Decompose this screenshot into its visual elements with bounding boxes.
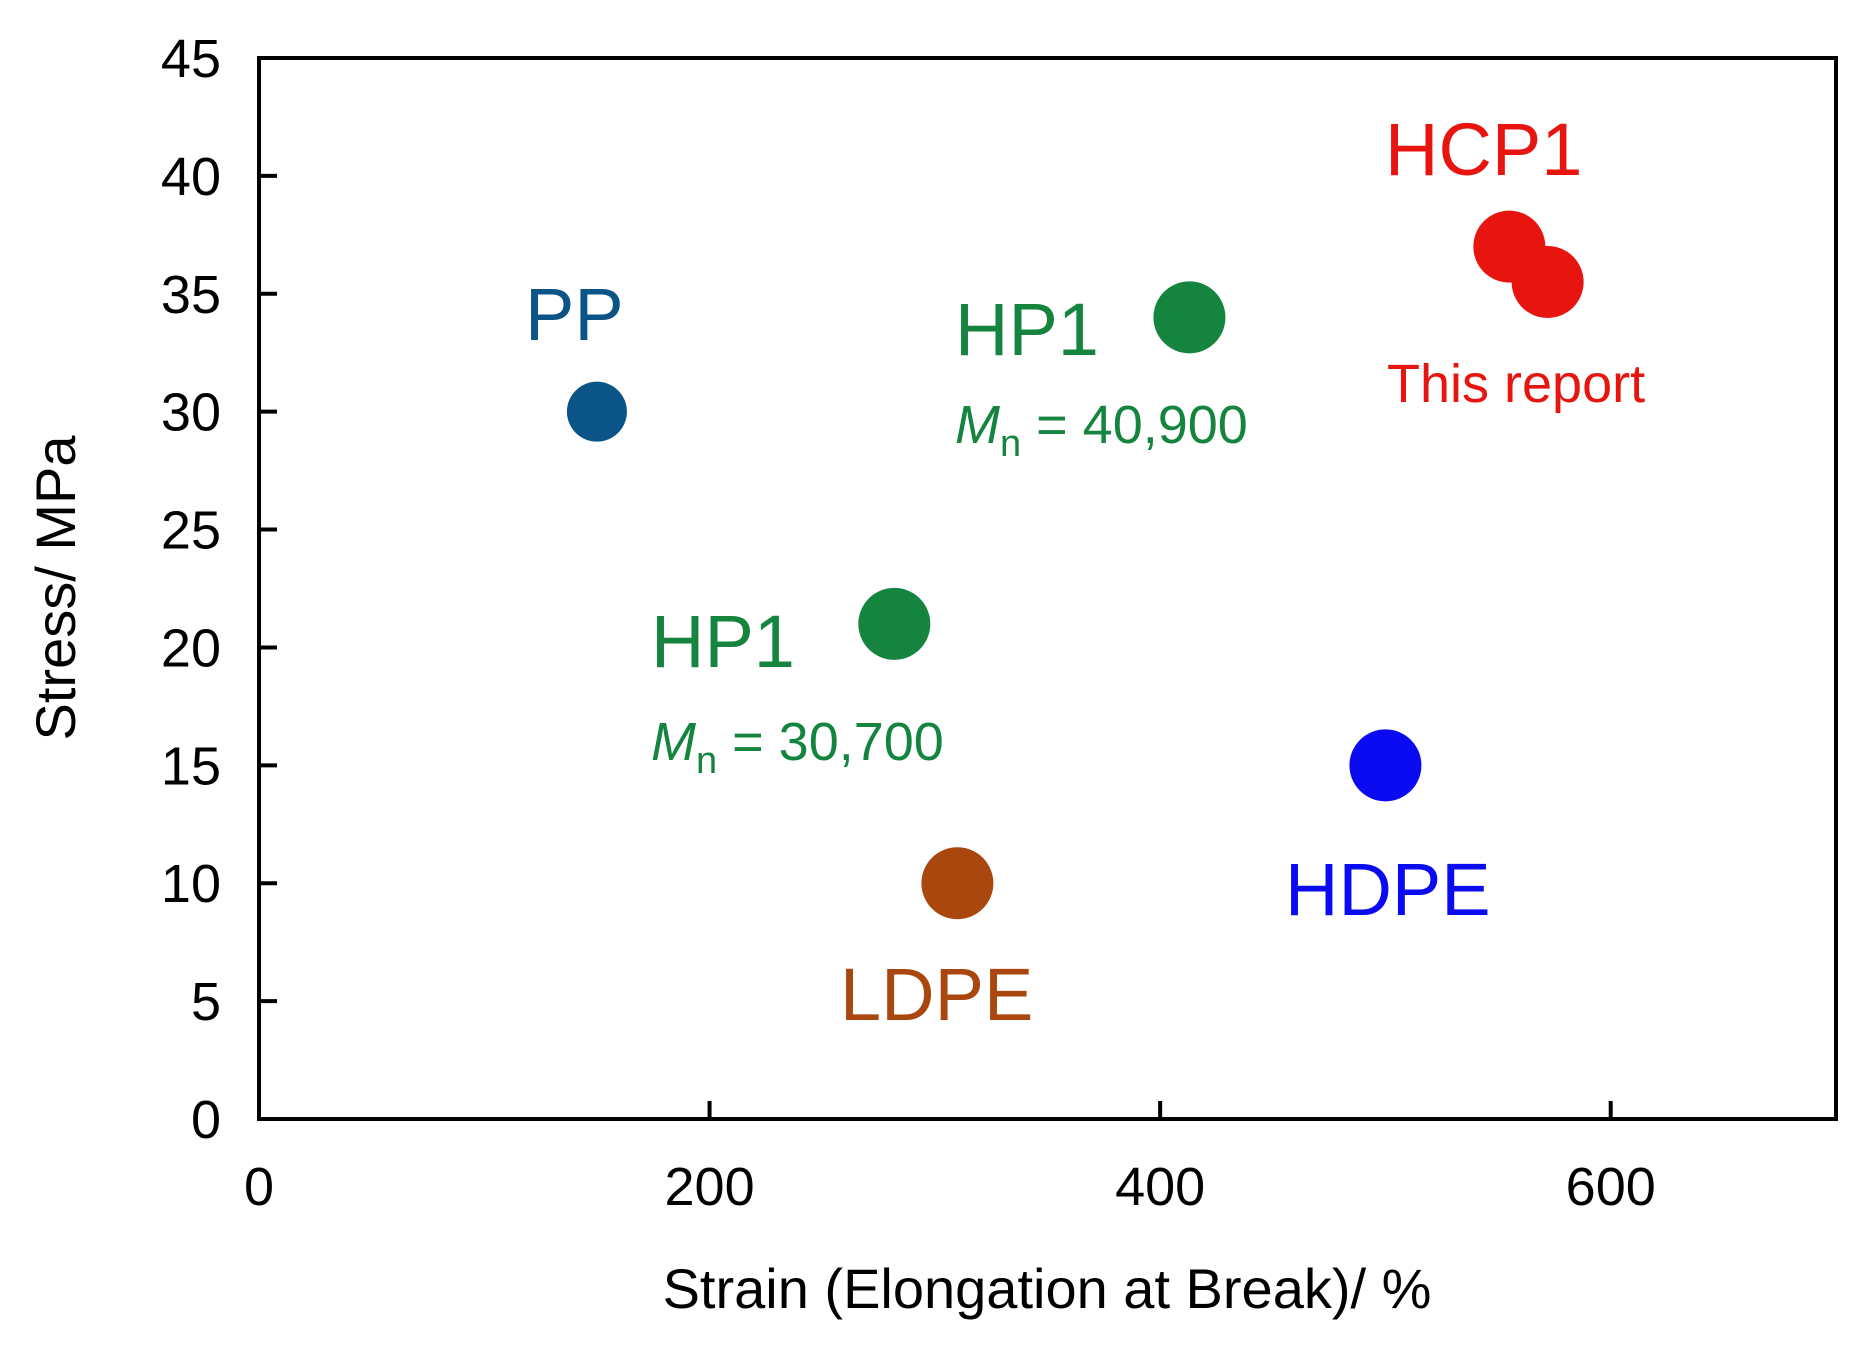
x-tick-label: 600 — [1566, 1157, 1656, 1217]
data-point — [1511, 245, 1584, 318]
y-tick-label: 45 — [161, 29, 221, 89]
y-axis-title: Stress/ MPa — [24, 435, 87, 741]
label-hcp1: HCP1 — [1385, 108, 1582, 191]
y-tick-label: 5 — [191, 972, 221, 1032]
label-hp1-high-mn: Mn = 40,900 — [955, 395, 1248, 465]
x-axis-title: Strain (Elongation at Break)/ % — [663, 1257, 1432, 1320]
label-this-report: This report — [1387, 354, 1645, 414]
label-hp1-high: HP1 — [955, 288, 1099, 371]
y-tick-label: 20 — [161, 618, 221, 678]
data-point — [1153, 281, 1226, 354]
y-tick-label: 40 — [161, 147, 221, 207]
x-axis-ticks: 0 200 400 600 — [244, 1101, 1656, 1217]
y-tick-label: 35 — [161, 265, 221, 325]
plot-frame — [257, 56, 1838, 1121]
x-tick-label: 0 — [244, 1157, 274, 1217]
label-hp1-low-mn: Mn = 30,700 — [651, 712, 944, 782]
label-pp: PP — [525, 273, 624, 356]
label-hdpe: HDPE — [1285, 848, 1491, 931]
label-ldpe: LDPE — [840, 953, 1033, 1036]
y-tick-label: 30 — [161, 383, 221, 443]
label-hp1-low: HP1 — [651, 600, 795, 683]
data-points — [566, 210, 1584, 920]
y-tick-label: 25 — [161, 501, 221, 561]
y-tick-label: 0 — [191, 1090, 221, 1150]
data-point — [566, 381, 627, 442]
y-tick-label: 15 — [161, 736, 221, 796]
y-tick-label: 10 — [161, 854, 221, 914]
x-tick-label: 400 — [1115, 1157, 1205, 1217]
data-point — [858, 587, 931, 660]
y-axis-ticks: 0 5 10 15 20 25 30 35 40 45 — [161, 29, 277, 1150]
data-point — [921, 847, 994, 920]
x-tick-label: 200 — [665, 1157, 755, 1217]
data-point — [1349, 729, 1422, 802]
